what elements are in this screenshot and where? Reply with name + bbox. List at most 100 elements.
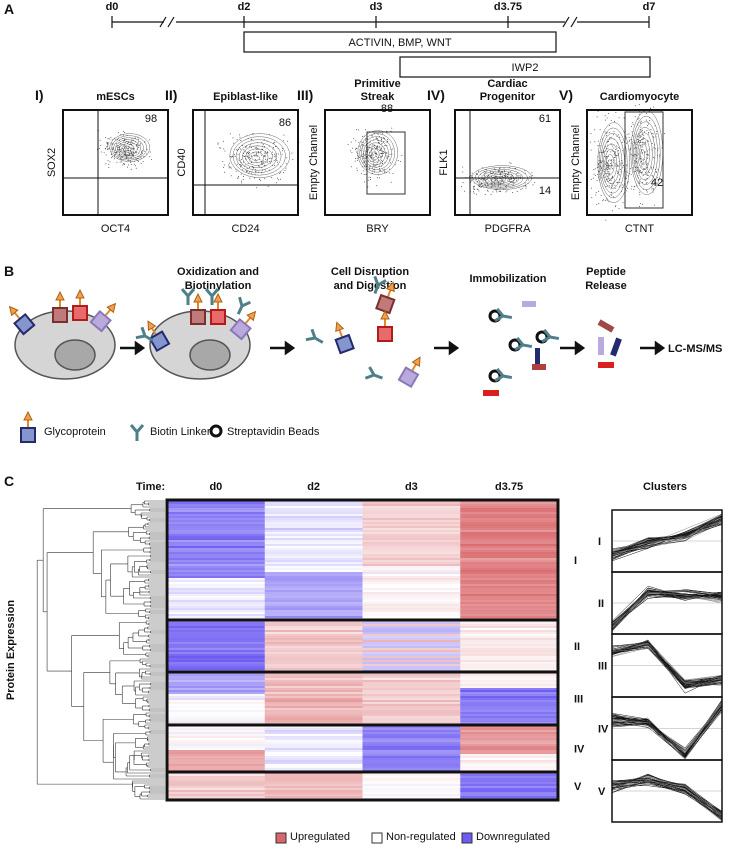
heatmap-cell [362, 746, 461, 749]
contour [117, 141, 138, 157]
heatmap-cell [264, 740, 363, 743]
event-dot [487, 190, 489, 192]
heatmap-cell [167, 688, 266, 691]
time-axis-label: Time: [136, 481, 165, 493]
heatmap-cell [460, 712, 559, 715]
event-dot [258, 152, 260, 154]
heatmap-cell [460, 606, 559, 609]
heatmap-cell [264, 726, 363, 729]
glycan [385, 281, 395, 293]
event-dot [638, 170, 640, 172]
event-dot [631, 185, 633, 187]
event-dot [135, 167, 137, 169]
contour [251, 154, 260, 161]
heatmap-cell [362, 788, 461, 791]
event-dot [256, 155, 258, 157]
event-dot [362, 170, 364, 172]
event-dot [277, 153, 279, 155]
event-dot [114, 149, 116, 151]
heatmap-cell [362, 760, 461, 763]
event-dot [125, 149, 127, 151]
event-dot [249, 177, 251, 179]
heatmap-cell [264, 768, 363, 771]
heatmap-cell [362, 732, 461, 735]
event-dot [127, 147, 129, 149]
heatmap-cell [264, 576, 363, 579]
heatmap-cell [264, 526, 363, 529]
event-dot [642, 162, 644, 164]
contour [119, 143, 135, 155]
heatmap-cell [362, 558, 461, 561]
event-dot [274, 158, 276, 160]
event-dot [131, 151, 133, 153]
heatmap-cell [167, 656, 266, 659]
heatmap-cell [362, 564, 461, 567]
event-dot [626, 178, 628, 180]
heatmap-cell [264, 762, 363, 765]
heatmap-cell [460, 734, 559, 737]
heatmap-cell [167, 516, 266, 519]
event-dot [610, 119, 612, 121]
heatmap-cell [264, 788, 363, 791]
heatmap-cell [362, 516, 461, 519]
heatmap-cell [167, 776, 266, 779]
event-dot [239, 148, 241, 150]
event-dot [382, 151, 384, 153]
glycoprotein-icon [8, 305, 36, 336]
cluster-label: III [598, 661, 607, 673]
heatmap-cell [264, 728, 363, 731]
event-dot [261, 154, 263, 156]
event-dot [594, 174, 596, 176]
event-dot [613, 196, 615, 198]
heatmap-cell [167, 608, 266, 611]
heatmap-cell [362, 538, 461, 541]
event-dot [230, 167, 232, 169]
event-dot [389, 159, 391, 161]
heatmap-cell [264, 754, 363, 757]
event-dot [259, 166, 261, 168]
event-dot [137, 145, 139, 147]
event-dot [248, 167, 250, 169]
heatmap-cell [167, 512, 266, 515]
heatmap-cell [460, 608, 559, 611]
heatmap-cell [167, 666, 266, 669]
heatmap-cell [264, 548, 363, 551]
heatmap-cell [167, 696, 266, 699]
event-dot [609, 136, 611, 138]
profile-line [611, 779, 723, 816]
heatmap-cell [167, 768, 266, 771]
event-dot [240, 164, 242, 166]
event-dot [617, 155, 619, 157]
contour [604, 148, 618, 180]
gate-value: 61 [539, 113, 551, 125]
heatmap-cell [460, 598, 559, 601]
time-label: d3.75 [494, 1, 522, 13]
event-dot [498, 167, 500, 169]
event-dot [382, 163, 384, 165]
heatmap-cell [362, 700, 461, 703]
heatmap-cell [167, 554, 266, 557]
event-dot [516, 190, 518, 192]
contour [370, 151, 377, 158]
event-dot [128, 146, 130, 148]
heatmap-cell [460, 512, 559, 515]
event-dot [653, 147, 655, 149]
event-dot [124, 149, 126, 151]
heatmap-cell [460, 790, 559, 793]
event-dot [470, 180, 472, 182]
event-dot [361, 173, 363, 175]
event-dot [376, 138, 378, 140]
event-dot [380, 152, 382, 154]
heatmap-cell [460, 730, 559, 733]
legend-swatch [275, 832, 287, 844]
heatmap-cell [167, 634, 266, 637]
event-dot [633, 188, 635, 190]
heatmap-cell [362, 554, 461, 557]
heatmap-cell [167, 712, 266, 715]
heatmap-cell [460, 568, 559, 571]
event-dot [490, 193, 492, 195]
event-dot [639, 144, 641, 146]
event-dot [507, 184, 509, 186]
stem [338, 329, 344, 338]
timeline [111, 16, 651, 78]
